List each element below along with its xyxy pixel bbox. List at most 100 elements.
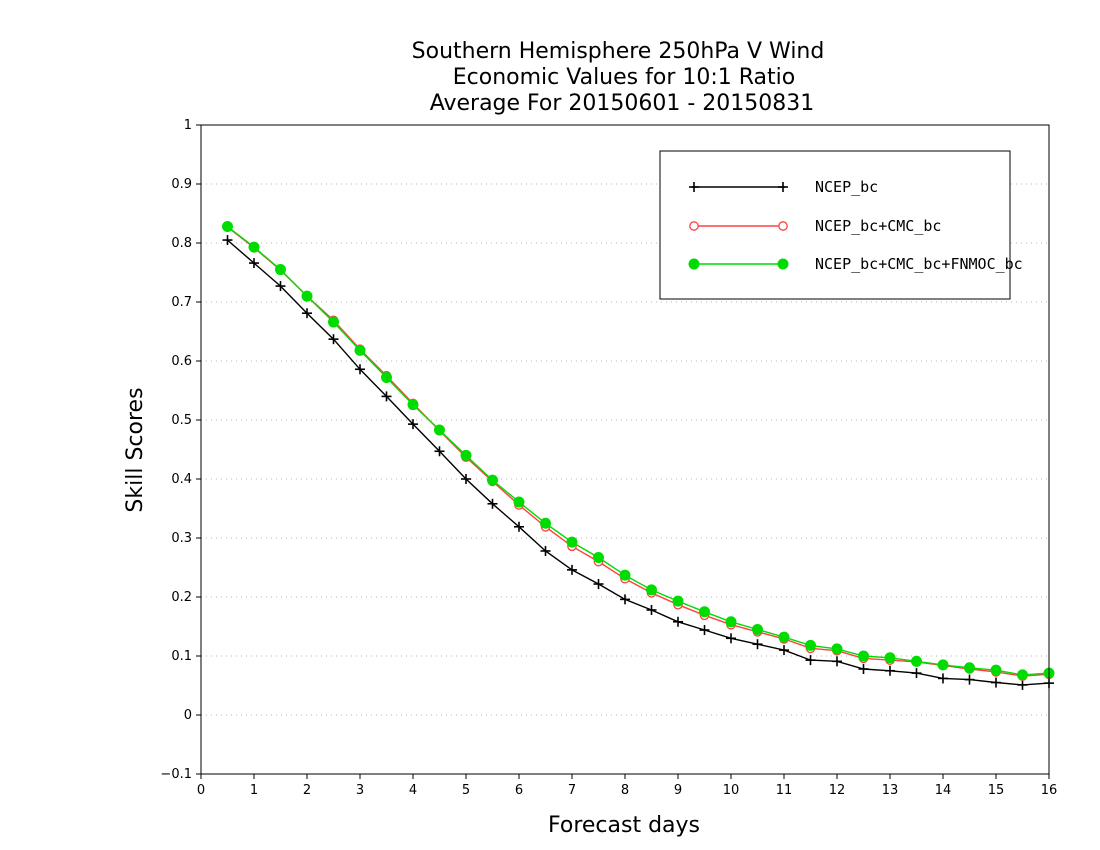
- series-2-point-3: [301, 290, 313, 302]
- x-tick-label-11: 11: [776, 783, 793, 798]
- series-0-point-19: [726, 633, 736, 644]
- series-2-point-27: [937, 659, 949, 671]
- series-2-point-19: [725, 616, 737, 628]
- series-line-0: [227, 239, 1050, 686]
- x-tick-label-0: 0: [197, 783, 205, 798]
- series-0-point-2: [275, 281, 286, 292]
- series-2-point-15: [619, 569, 631, 581]
- series-2: [222, 220, 1055, 681]
- series-0-point-5: [355, 364, 365, 375]
- legend-marker-end-0: [778, 182, 788, 192]
- series-0-point-21: [779, 645, 789, 656]
- series-0-point-10: [487, 498, 498, 509]
- legend-label-2: NCEP_bc+CMC_bc+FNMOC_bc: [815, 255, 1023, 273]
- x-tick-label-1: 1: [250, 783, 258, 798]
- legend-marker-start-0: [689, 182, 699, 192]
- series-2-point-13: [566, 536, 578, 548]
- y-axis-title: Skill Scores: [123, 387, 148, 512]
- series-0-point-4: [328, 334, 339, 345]
- x-tick-label-7: 7: [568, 783, 576, 798]
- y-tick-label-5: 0.4: [171, 472, 192, 487]
- series-0-point-15: [620, 594, 630, 605]
- legend-label-1: NCEP_bc+CMC_bc: [815, 217, 941, 235]
- x-tick-label-3: 3: [356, 783, 364, 798]
- x-axis-title: Forecast days: [548, 813, 700, 838]
- series-0-point-0: [222, 235, 233, 246]
- x-tick-label-14: 14: [935, 783, 952, 798]
- y-tick-label-7: 0.6: [171, 354, 192, 369]
- series-0-point-22: [805, 655, 816, 666]
- y-tick-label-11: 1: [184, 118, 192, 133]
- series-0-point-17: [673, 616, 683, 627]
- legend-marker-start-1: [689, 221, 699, 231]
- x-tick-label-9: 9: [674, 783, 682, 798]
- series-0-point-26: [911, 668, 922, 679]
- legend-box: [659, 150, 1011, 300]
- x-tick-label-8: 8: [621, 783, 629, 798]
- series-2-point-0: [222, 220, 233, 232]
- series-0-point-1: [249, 258, 259, 269]
- series-2-point-9: [460, 449, 472, 461]
- series-2-point-11: [513, 496, 525, 508]
- legend-label-0: NCEP_bc: [815, 178, 878, 196]
- y-tick-label-10: 0.9: [171, 177, 192, 192]
- series-0-point-18: [699, 625, 710, 636]
- series-2-point-24: [858, 650, 869, 662]
- series-0-point-28: [964, 674, 975, 685]
- y-tick-label-8: 0.7: [171, 295, 192, 310]
- legend: NCEP_bc NCEP_bc+CMC_bc NCEP_bc+CMC_bc+FNMO…: [659, 150, 1023, 300]
- series-0-point-25: [885, 665, 895, 676]
- series-2-point-14: [593, 551, 604, 563]
- series-0-point-3: [302, 308, 312, 319]
- y-tick-label-6: 0.5: [171, 413, 192, 428]
- series-0-point-14: [593, 579, 604, 590]
- series-0-point-24: [858, 663, 869, 674]
- y-tick-label-4: 0.3: [171, 531, 192, 546]
- series-2-point-12: [540, 517, 551, 529]
- legend-marker-start-2: [688, 258, 700, 270]
- x-tick-label-6: 6: [515, 783, 523, 798]
- series-0-point-7: [408, 419, 418, 430]
- series-0-point-13: [567, 564, 577, 575]
- legend-item-1: NCEP_bc+CMC_bc: [689, 217, 941, 235]
- series-2-point-8: [434, 424, 445, 436]
- legend-item-0: NCEP_bc: [689, 178, 878, 196]
- legend-item-2: NCEP_bc+CMC_bc+FNMOC_bc: [688, 255, 1023, 273]
- x-tick-label-4: 4: [409, 783, 417, 798]
- series-0-point-8: [434, 446, 445, 457]
- series-2-point-10: [487, 474, 498, 486]
- x-tick-label-15: 15: [988, 783, 1005, 798]
- series-0: [222, 235, 1054, 690]
- series-0-point-11: [514, 521, 524, 532]
- legend-marker-end-1: [778, 221, 788, 231]
- series-0-point-9: [461, 474, 471, 484]
- x-tick-label-5: 5: [462, 783, 470, 798]
- series-0-point-6: [381, 391, 392, 402]
- chart-title: Southern Hemisphere 250hPa V Wind Econom…: [412, 39, 825, 116]
- y-tick-label-1: 0: [184, 708, 192, 723]
- series-2-point-20: [752, 623, 763, 635]
- legend-marker-end-2: [777, 258, 789, 270]
- x-tick-label-10: 10: [723, 783, 740, 798]
- series-0-point-16: [646, 604, 657, 615]
- series-2-point-7: [407, 399, 419, 411]
- series-2-point-22: [805, 639, 816, 651]
- series-2-point-1: [248, 241, 260, 253]
- series-2-point-4: [328, 316, 339, 328]
- series-2-point-18: [699, 606, 710, 618]
- y-tick-label-9: 0.8: [171, 236, 192, 251]
- x-tick-label-16: 16: [1041, 783, 1058, 798]
- series-0-point-20: [752, 639, 763, 650]
- series-2-point-16: [646, 584, 657, 596]
- series-2-point-21: [778, 631, 790, 643]
- series-0-point-23: [832, 656, 842, 667]
- chart-title-line-3: Average For 20150601 - 20150831: [430, 91, 815, 116]
- series-2-point-25: [884, 652, 896, 664]
- series-2-point-28: [964, 662, 975, 674]
- series-2-point-2: [275, 264, 286, 276]
- series-2-point-23: [831, 643, 843, 655]
- axis-ticks: −0.100.10.20.30.40.50.60.70.80.910 1 2 3 4 5 6…: [160, 118, 1057, 798]
- y-tick-label-2: 0.1: [171, 649, 192, 664]
- chart-title-line-1: Southern Hemisphere 250hPa V Wind: [412, 39, 825, 64]
